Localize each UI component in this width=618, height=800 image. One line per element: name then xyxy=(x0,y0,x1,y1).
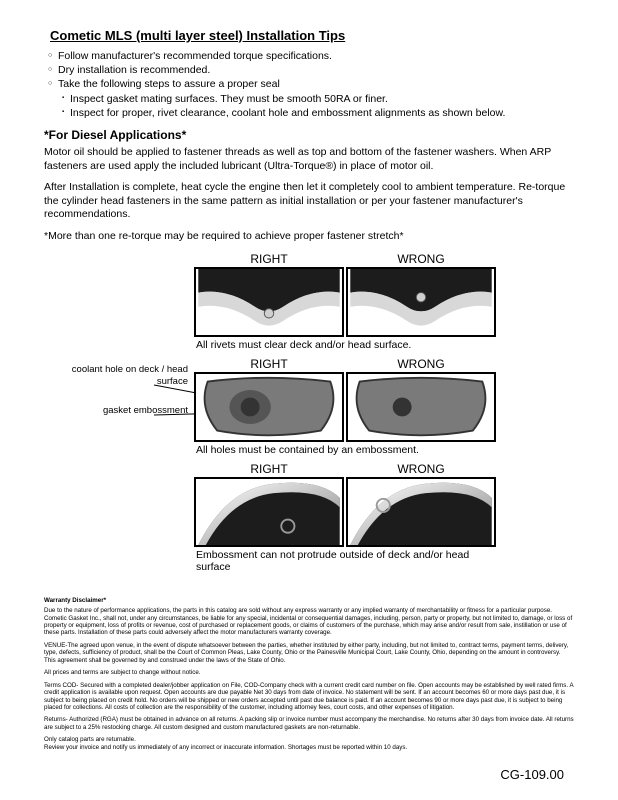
bullet-list: Follow manufacturer's recommended torque… xyxy=(48,49,574,120)
disclaimer-p: VENUE-The agreed upon venue, in the even… xyxy=(44,642,574,664)
panel-emboss-right xyxy=(194,477,344,547)
diagram-area: RIGHT WRONG xyxy=(44,252,574,573)
sub-bullet-item: Inspect for proper, rivet clearance, coo… xyxy=(48,106,574,120)
panel-emboss-wrong xyxy=(346,477,496,547)
bullet-item: Follow manufacturer's recommended torque… xyxy=(48,49,574,63)
diesel-heading: *For Diesel Applications* xyxy=(44,128,574,142)
diesel-note: *More than one re-torque may be required… xyxy=(44,230,574,244)
label-right: RIGHT xyxy=(194,462,344,476)
panel-holes-wrong xyxy=(346,372,496,442)
label-wrong: WRONG xyxy=(346,357,496,371)
bullet-item: Take the following steps to assure a pro… xyxy=(48,77,574,91)
diesel-paragraph-2: After Installation is complete, heat cyc… xyxy=(44,181,574,222)
diagram-row-holes: coolant hole on deck / head surface gask… xyxy=(44,357,574,442)
diagram-row-rivets: RIGHT WRONG xyxy=(44,252,574,337)
caption-emboss: Embossment can not protrude outside of d… xyxy=(196,549,476,573)
panel-rivets-right xyxy=(194,267,344,337)
label-wrong: WRONG xyxy=(346,252,496,266)
bullet-item: Dry installation is recommended. xyxy=(48,63,574,77)
caption-holes: All holes must be contained by an emboss… xyxy=(196,444,574,456)
diagram-row-emboss: RIGHT WRONG xyxy=(44,462,574,547)
label-wrong: WRONG xyxy=(346,462,496,476)
callout-gasket: gasket embossment xyxy=(44,405,188,416)
disclaimer-p: Terms COD- Secured with a completed deal… xyxy=(44,682,574,712)
page-title: Cometic MLS (multi layer steel) Installa… xyxy=(50,28,574,43)
panel-rivets-wrong xyxy=(346,267,496,337)
disclaimer-p: Due to the nature of performance applica… xyxy=(44,607,574,637)
callout-coolant: coolant hole on deck / head surface xyxy=(44,364,188,387)
caption-rivets: All rivets must clear deck and/or head s… xyxy=(196,339,574,351)
disclaimer-p: Only catalog parts are returnable. Revie… xyxy=(44,736,574,751)
panel-holes-right xyxy=(194,372,344,442)
disclaimer-p: Returns- Authorized (RGA) must be obtain… xyxy=(44,716,574,731)
label-right: RIGHT xyxy=(194,252,344,266)
label-right: RIGHT xyxy=(194,357,344,371)
diesel-paragraph-1: Motor oil should be applied to fastener … xyxy=(44,146,574,173)
disclaimer-block: Warranty Disclaimer* Due to the nature o… xyxy=(44,597,574,751)
sub-bullet-item: Inspect gasket mating surfaces. They mus… xyxy=(48,92,574,106)
disclaimer-head: Warranty Disclaimer* xyxy=(44,597,574,604)
disclaimer-p: All prices and terms are subject to chan… xyxy=(44,669,574,676)
footer-code: CG-109.00 xyxy=(500,767,564,782)
